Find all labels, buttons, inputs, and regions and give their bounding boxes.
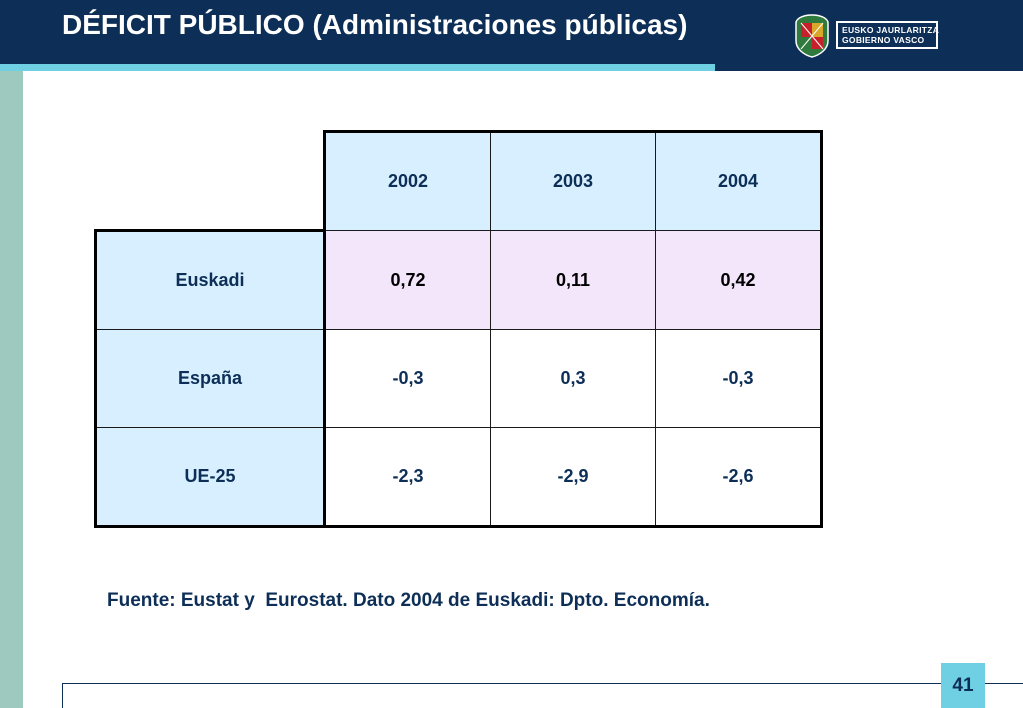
table-cell: -2,3 — [323, 427, 491, 528]
row-label-espana: España — [94, 329, 325, 428]
table-cell: 0,3 — [490, 329, 656, 428]
table-corner-empty — [96, 132, 325, 231]
column-header-2004: 2004 — [655, 130, 823, 231]
table-cell: -2,9 — [490, 427, 656, 528]
coat-of-arms-icon — [795, 14, 829, 58]
accent-bar — [0, 64, 715, 71]
table-cell: 0,72 — [323, 230, 491, 330]
table-cell: -2,6 — [655, 427, 823, 528]
deficit-table: 2002 2003 2004 Euskadi 0,72 0,11 0,42 Es… — [94, 130, 823, 528]
logo-text-box: EUSKO JAURLARITZA GOBIERNO VASCO — [836, 21, 940, 49]
column-header-2002: 2002 — [323, 130, 491, 231]
table-cell: 0,11 — [490, 230, 656, 330]
page-number: 41 — [941, 663, 985, 708]
table-cell: -0,3 — [323, 329, 491, 428]
logo-line-2: GOBIERNO VASCO — [842, 35, 925, 45]
accent-bar-dark — [715, 64, 1023, 71]
gobierno-vasco-logo: EUSKO JAURLARITZA GOBIERNO VASCO — [792, 13, 947, 59]
footer-rule — [62, 683, 1023, 708]
page-title: DÉFICIT PÚBLICO (Administraciones públic… — [62, 9, 688, 40]
side-stripe — [0, 71, 23, 708]
row-label-ue25: UE-25 — [94, 427, 325, 528]
table-header-row: 2002 2003 2004 — [96, 130, 823, 231]
table-cell: 0,42 — [655, 230, 823, 330]
row-label-euskadi: Euskadi — [94, 229, 325, 330]
column-header-2003: 2003 — [490, 130, 656, 231]
logo-line-1: EUSKO JAURLARITZA — [842, 25, 940, 35]
table-row-espana: España -0,3 0,3 -0,3 — [94, 329, 823, 428]
table-row-ue25: UE-25 -2,3 -2,9 -2,6 — [94, 427, 823, 528]
source-note: Fuente: Eustat y Eurostat. Dato 2004 de … — [107, 590, 710, 611]
header-bar — [0, 0, 1023, 64]
table-cell: -0,3 — [655, 329, 823, 428]
table-row-euskadi: Euskadi 0,72 0,11 0,42 — [94, 229, 823, 330]
